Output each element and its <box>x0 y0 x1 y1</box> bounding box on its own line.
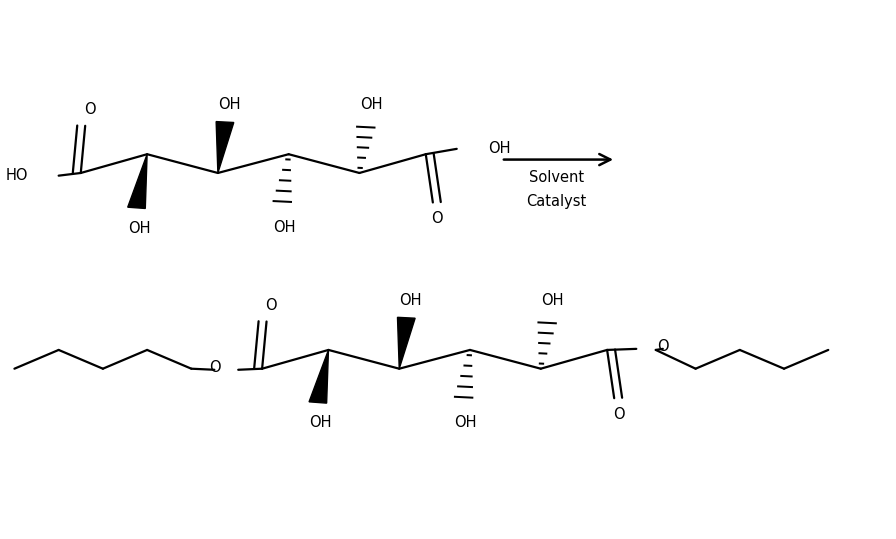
Text: O: O <box>613 407 625 422</box>
Polygon shape <box>128 154 147 209</box>
Text: O: O <box>84 102 96 117</box>
Text: O: O <box>265 298 277 313</box>
Polygon shape <box>398 317 415 369</box>
Text: OH: OH <box>359 98 383 112</box>
Text: O: O <box>657 338 668 354</box>
Text: OH: OH <box>400 293 422 308</box>
Text: OH: OH <box>454 416 477 430</box>
Text: HO: HO <box>5 168 28 183</box>
Polygon shape <box>309 350 329 403</box>
Text: OH: OH <box>218 98 241 112</box>
Text: OH: OH <box>309 416 332 430</box>
Polygon shape <box>216 122 234 173</box>
Text: OH: OH <box>487 141 510 156</box>
Text: Catalyst: Catalyst <box>527 195 587 210</box>
Text: OH: OH <box>273 219 296 234</box>
Text: O: O <box>432 211 444 226</box>
Text: O: O <box>209 360 220 375</box>
Text: OH: OH <box>128 220 151 236</box>
Text: Solvent: Solvent <box>530 170 584 185</box>
Text: OH: OH <box>541 293 564 308</box>
